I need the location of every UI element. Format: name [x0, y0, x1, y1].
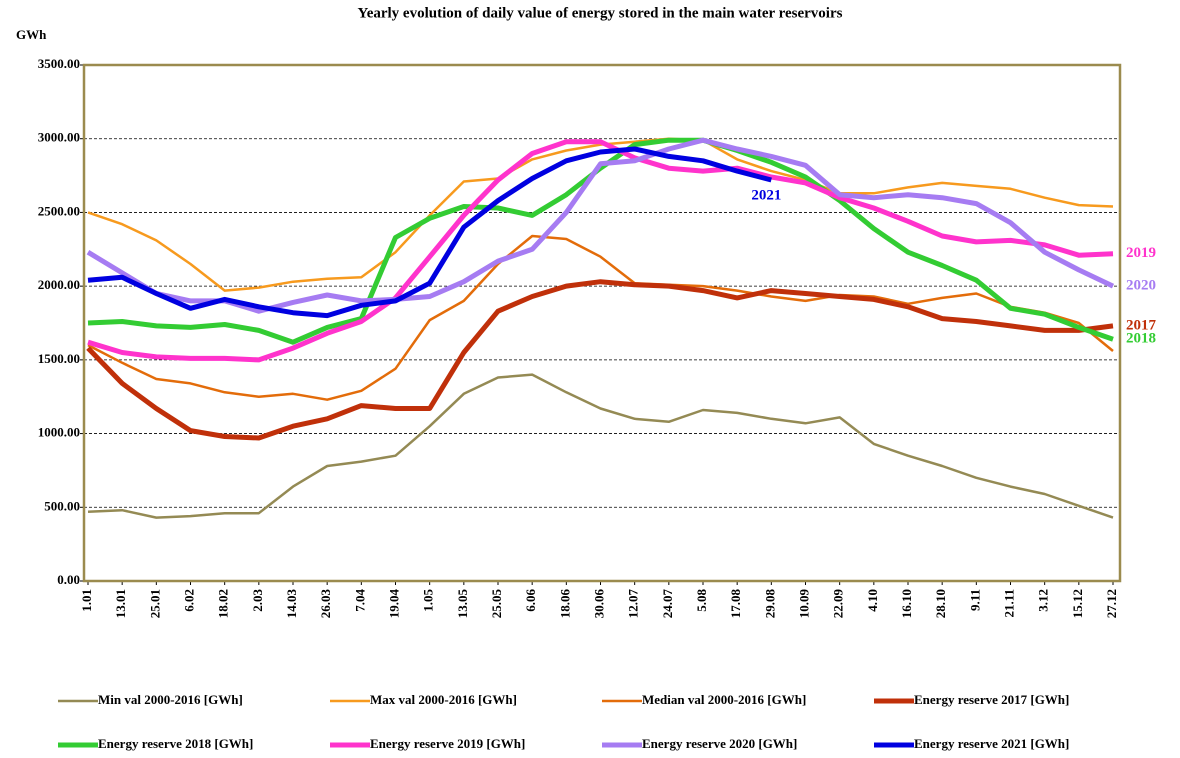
end-label: 2020: [1126, 278, 1156, 294]
x-tick-label: 22.09: [831, 589, 846, 619]
legend-label: Median val 2000-2016 [GWh]: [642, 692, 806, 707]
y-tick-label: 500.00: [44, 498, 80, 513]
x-tick-label: 24.07: [660, 589, 675, 619]
y-tick-label: 1500.00: [38, 351, 80, 366]
y-axis-label: GWh: [16, 27, 47, 42]
legend-label: Energy reserve 2019 [GWh]: [370, 736, 525, 751]
series-line: [86, 137, 1115, 314]
end-label: 2019: [1126, 245, 1156, 261]
x-tick-label: 25.01: [147, 589, 162, 618]
end-label: 2017: [1126, 317, 1157, 333]
series-line: [87, 373, 1114, 519]
x-tick-label: 19.04: [386, 589, 401, 619]
y-tick-label: 3500.00: [38, 56, 80, 71]
x-tick-label: 28.10: [933, 589, 948, 618]
legend-label: Min val 2000-2016 [GWh]: [98, 692, 243, 707]
x-tick-label: 6.06: [523, 589, 538, 612]
x-tick-label: 14.03: [284, 589, 299, 619]
x-tick-label: 29.08: [762, 589, 777, 619]
x-tick-label: 18.02: [216, 589, 231, 618]
y-tick-label: 0.00: [57, 572, 80, 587]
x-tick-label: 21.11: [1001, 589, 1016, 618]
x-tick-label: 3.12: [1036, 589, 1051, 612]
x-tick-label: 18.06: [557, 589, 572, 619]
legend-label: Energy reserve 2021 [GWh]: [914, 736, 1069, 751]
x-tick-label: 15.12: [1070, 589, 1085, 618]
x-tick-label: 26.03: [318, 589, 333, 619]
x-tick-label: 5.08: [694, 589, 709, 612]
end-label: 2018: [1126, 331, 1156, 347]
y-tick-label: 3000.00: [38, 130, 80, 145]
x-tick-label: 27.12: [1104, 589, 1119, 618]
x-tick-label: 9.11: [967, 589, 982, 611]
legend-label: Energy reserve 2017 [GWh]: [914, 692, 1069, 707]
end-label: 2021: [751, 187, 781, 203]
legend-label: Max val 2000-2016 [GWh]: [370, 692, 517, 707]
x-tick-label: 2.03: [250, 589, 265, 612]
x-tick-label: 1.01: [79, 589, 94, 612]
series-line: [87, 146, 772, 319]
x-tick-label: 17.08: [728, 589, 743, 619]
series-line: [87, 139, 1114, 363]
legend-label: Energy reserve 2018 [GWh]: [98, 736, 253, 751]
chart-title: Yearly evolution of daily value of energ…: [358, 5, 843, 21]
x-tick-label: 25.05: [489, 589, 504, 619]
x-tick-label: 12.07: [626, 589, 641, 619]
y-tick-label: 2500.00: [38, 203, 80, 218]
legend-label: Energy reserve 2020 [GWh]: [642, 736, 797, 751]
x-tick-label: 13.01: [113, 589, 128, 618]
x-tick-label: 1.05: [421, 589, 436, 612]
y-tick-label: 1000.00: [38, 425, 80, 440]
series-line: [87, 137, 1114, 345]
x-tick-label: 16.10: [899, 589, 914, 618]
x-tick-label: 30.06: [591, 589, 606, 619]
x-tick-label: 10.09: [796, 589, 811, 619]
x-tick-label: 13.05: [455, 589, 470, 619]
plot-border: [82, 63, 1122, 583]
x-tick-label: 7.04: [352, 589, 367, 612]
x-tick-label: 6.02: [181, 589, 196, 612]
series-line: [87, 234, 1114, 401]
series-line: [87, 137, 1114, 292]
series-line: [86, 279, 1114, 441]
x-tick-label: 4.10: [865, 589, 880, 612]
y-tick-label: 2000.00: [38, 277, 80, 292]
